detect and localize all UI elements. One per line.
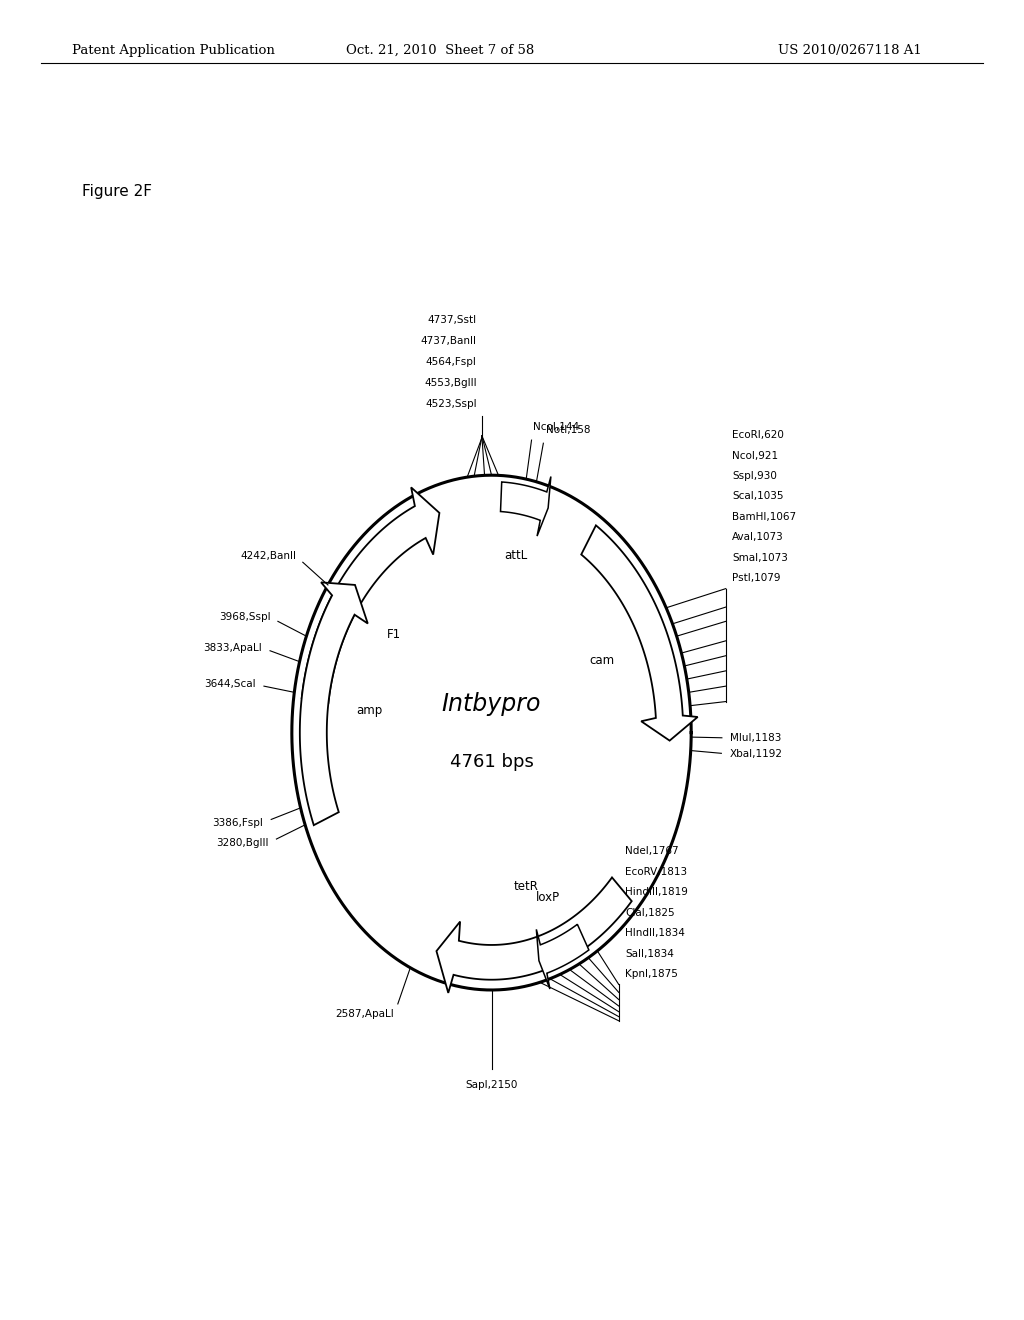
Text: BamHI,1067: BamHI,1067 — [732, 512, 796, 521]
Text: HindIII,1819: HindIII,1819 — [625, 887, 688, 898]
Text: 3644,ScaI: 3644,ScaI — [204, 680, 256, 689]
Text: Intbypro: Intbypro — [441, 692, 542, 715]
Text: loxP: loxP — [537, 891, 560, 904]
Polygon shape — [537, 924, 589, 989]
Text: amp: amp — [355, 704, 382, 717]
Text: 4737,BanII: 4737,BanII — [421, 335, 477, 346]
Text: tetR: tetR — [513, 879, 538, 892]
Text: 4553,BglII: 4553,BglII — [424, 378, 477, 388]
Polygon shape — [300, 582, 368, 825]
Text: 4523,SspI: 4523,SspI — [425, 399, 477, 409]
Text: ClaI,1825: ClaI,1825 — [625, 908, 675, 917]
Text: EcoRI,620: EcoRI,620 — [732, 430, 783, 440]
Text: SspI,930: SspI,930 — [732, 471, 777, 480]
Text: NcoI,921: NcoI,921 — [732, 450, 778, 461]
Polygon shape — [436, 878, 632, 993]
Text: NdeI,1767: NdeI,1767 — [625, 846, 679, 857]
Text: Oct. 21, 2010  Sheet 7 of 58: Oct. 21, 2010 Sheet 7 of 58 — [346, 44, 535, 57]
Text: EcoRV,1813: EcoRV,1813 — [625, 867, 687, 876]
Text: 4737,SstI: 4737,SstI — [428, 314, 477, 325]
Text: 3280,BglII: 3280,BglII — [216, 838, 268, 847]
Text: SalI,1834: SalI,1834 — [625, 949, 674, 958]
Text: attL: attL — [504, 549, 527, 561]
Text: XbaI,1192: XbaI,1192 — [729, 748, 782, 759]
Text: 4761 bps: 4761 bps — [450, 752, 534, 771]
Text: 4564,FspI: 4564,FspI — [426, 356, 477, 367]
Text: NcoI,144: NcoI,144 — [534, 422, 580, 432]
Polygon shape — [582, 525, 697, 741]
Text: HIndII,1834: HIndII,1834 — [625, 928, 685, 939]
Text: US 2010/0267118 A1: US 2010/0267118 A1 — [778, 44, 922, 57]
Text: PstI,1079: PstI,1079 — [732, 573, 780, 583]
Text: F1: F1 — [387, 628, 401, 640]
Text: 4242,BanII: 4242,BanII — [240, 552, 296, 561]
Polygon shape — [501, 477, 551, 536]
Text: Patent Application Publication: Patent Application Publication — [72, 44, 274, 57]
Text: cam: cam — [589, 653, 614, 667]
Text: KpnI,1875: KpnI,1875 — [625, 969, 678, 979]
Text: SmaI,1073: SmaI,1073 — [732, 553, 787, 562]
Text: ScaI,1035: ScaI,1035 — [732, 491, 783, 502]
Text: AvaI,1073: AvaI,1073 — [732, 532, 783, 543]
Text: MluI,1183: MluI,1183 — [730, 733, 781, 743]
Text: 3968,SspI: 3968,SspI — [219, 612, 270, 623]
Text: 3386,FspI: 3386,FspI — [212, 817, 263, 828]
Text: NotI,158: NotI,158 — [546, 425, 590, 436]
Polygon shape — [302, 487, 439, 704]
Text: Figure 2F: Figure 2F — [82, 183, 152, 199]
Text: 2587,ApaLI: 2587,ApaLI — [336, 1008, 394, 1019]
Text: 3833,ApaLI: 3833,ApaLI — [204, 643, 262, 653]
Text: SapI,2150: SapI,2150 — [465, 1080, 518, 1090]
